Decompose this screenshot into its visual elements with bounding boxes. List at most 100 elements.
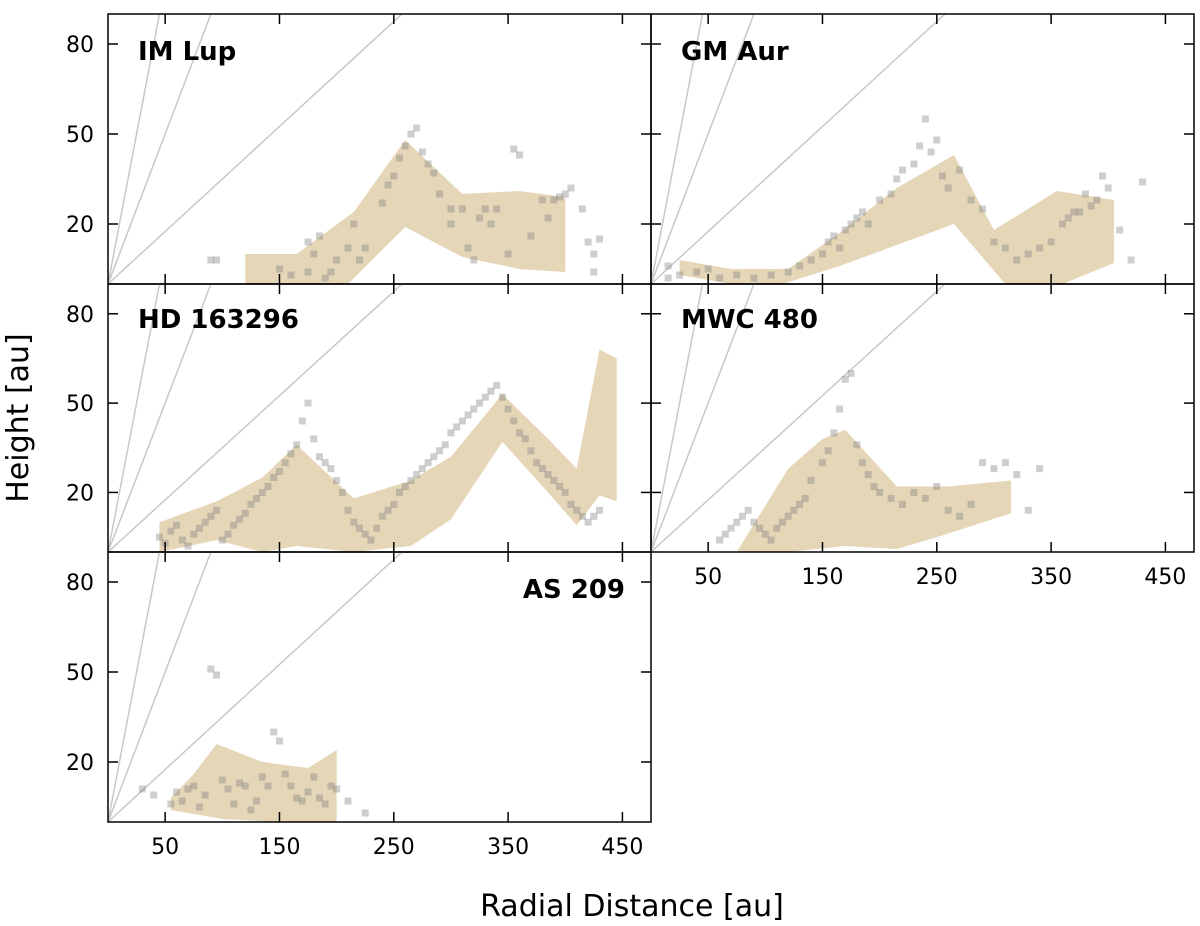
x-tick-label: 450: [1144, 565, 1186, 590]
data-point: [1127, 256, 1135, 264]
data-point: [1013, 471, 1021, 479]
data-point: [207, 512, 215, 520]
data-point: [750, 518, 758, 526]
data-point: [824, 238, 832, 246]
data-point: [207, 665, 215, 673]
data-point: [561, 488, 569, 496]
data-point: [773, 524, 781, 532]
y-tick-label: 20: [66, 751, 94, 776]
plot-area: [108, 284, 617, 552]
data-point: [384, 506, 392, 514]
data-point: [916, 142, 924, 150]
data-point: [853, 214, 861, 222]
data-point: [836, 244, 844, 252]
data-point: [413, 124, 421, 132]
data-point: [213, 506, 221, 514]
data-point: [979, 205, 987, 213]
reference-line: [108, 14, 212, 284]
data-point: [527, 232, 535, 240]
data-point: [841, 375, 849, 383]
data-point: [401, 482, 409, 490]
y-tick-label: 50: [66, 661, 94, 686]
data-point: [178, 797, 186, 805]
data-point: [333, 477, 341, 485]
data-point: [361, 530, 369, 538]
data-point: [544, 471, 552, 479]
data-point: [910, 488, 918, 496]
data-point: [287, 782, 295, 790]
data-point: [230, 800, 238, 808]
data-point: [476, 214, 484, 222]
reference-line: [651, 284, 755, 552]
data-point: [584, 238, 592, 246]
data-point: [841, 226, 849, 234]
y-tick-label: 80: [66, 33, 94, 58]
data-point: [807, 477, 815, 485]
data-point: [858, 208, 866, 216]
data-point: [390, 172, 398, 180]
data-point: [344, 244, 352, 252]
panel-title: MWC 480: [681, 305, 818, 335]
data-point: [264, 482, 272, 490]
data-point: [836, 405, 844, 413]
data-point: [413, 471, 421, 479]
data-point: [293, 441, 301, 449]
data-point: [310, 250, 318, 258]
y-tick-label: 80: [66, 303, 94, 328]
data-point: [304, 399, 312, 407]
data-point: [716, 536, 724, 544]
data-point: [167, 527, 175, 535]
data-point: [744, 506, 752, 514]
data-point: [990, 238, 998, 246]
data-point: [333, 256, 341, 264]
data-point: [470, 405, 478, 413]
data-point: [441, 441, 449, 449]
data-point: [287, 271, 295, 279]
data-point: [830, 232, 838, 240]
data-point: [447, 429, 455, 437]
data-point: [327, 465, 335, 473]
data-point: [967, 500, 975, 508]
data-point: [818, 459, 826, 467]
panel-3: 20 50 80 HD 163296: [66, 283, 652, 553]
data-point: [1076, 208, 1084, 216]
data-point: [430, 453, 438, 461]
data-point: [396, 154, 404, 162]
data-point: [967, 196, 975, 204]
data-point: [578, 205, 586, 213]
data-point: [224, 785, 232, 793]
data-point: [1013, 256, 1021, 264]
x-tick-label: 350: [1030, 565, 1072, 590]
data-point: [590, 512, 598, 520]
plot-area: [108, 14, 604, 284]
data-point: [458, 205, 466, 213]
data-point: [556, 482, 564, 490]
data-point: [481, 393, 489, 401]
data-point: [275, 737, 283, 745]
data-point: [338, 488, 346, 496]
data-point: [853, 441, 861, 449]
data-point: [1081, 190, 1089, 198]
data-point: [190, 530, 198, 538]
data-point: [327, 268, 335, 276]
data-point: [887, 494, 895, 502]
panel-title: GM Aur: [681, 37, 789, 67]
data-point: [664, 274, 672, 282]
x-tick-label: 50: [151, 835, 179, 860]
data-point: [693, 268, 701, 276]
data-point: [275, 468, 283, 476]
data-point: [898, 166, 906, 174]
reference-line: [108, 14, 404, 284]
data-point: [355, 524, 363, 532]
data-point: [898, 500, 906, 508]
data-point: [470, 256, 478, 264]
data-point: [824, 447, 832, 455]
data-point: [1104, 184, 1112, 192]
data-point: [253, 797, 261, 805]
data-point: [487, 387, 495, 395]
data-point: [590, 268, 598, 276]
data-point: [304, 268, 312, 276]
data-point: [436, 447, 444, 455]
data-point: [733, 518, 741, 526]
data-point: [596, 506, 604, 514]
